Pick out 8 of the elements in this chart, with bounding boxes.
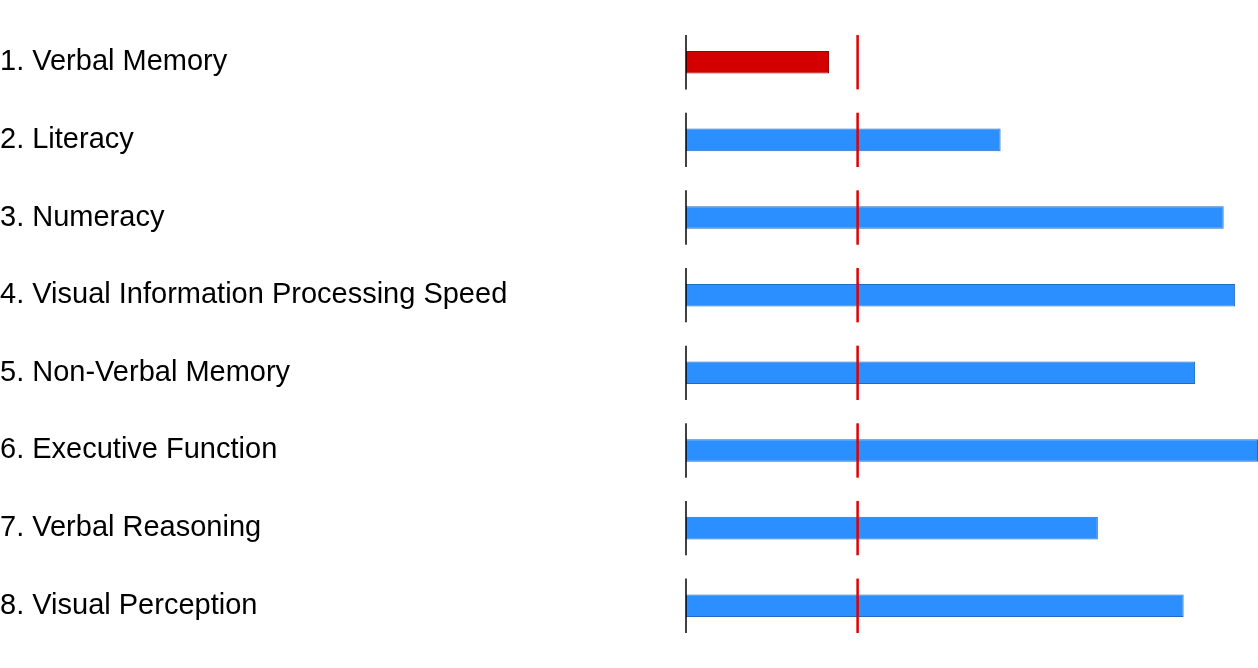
y-tick-label: 4. Visual Information Processing Speed — [0, 277, 508, 310]
y-tick-label: 1. Verbal Memory — [0, 44, 228, 77]
y-tick-label: 2. Literacy — [0, 121, 135, 154]
y-tick-label: 3. Numeracy — [0, 199, 165, 232]
y-tick-label: 7. Verbal Reasoning — [0, 510, 262, 543]
y-tick-label: 5. Non-Verbal Memory — [0, 354, 291, 387]
y-tick-label: 6. Executive Function — [0, 432, 278, 465]
y-tick-label: 8. Visual Perception — [0, 587, 258, 620]
